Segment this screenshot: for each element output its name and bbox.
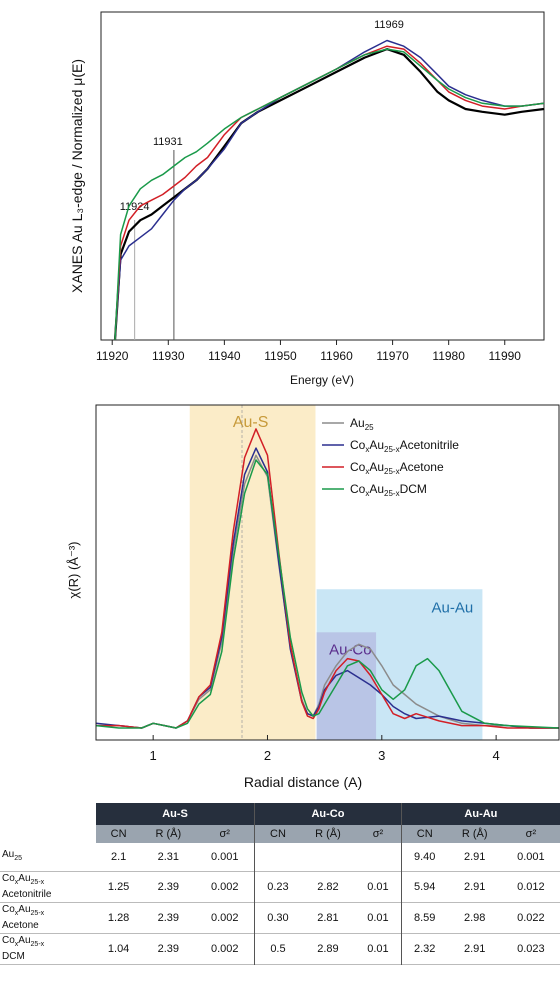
- table-cell: [355, 843, 401, 872]
- row-label: Au25: [2, 849, 23, 862]
- col-header: R (Å): [141, 825, 196, 843]
- group-header-au-au: Au-Au: [400, 803, 560, 825]
- exafs-y-axis-label: χ(R) (Å⁻³): [66, 541, 81, 598]
- exafs-x-ticks: 1 2 3 4: [150, 735, 500, 763]
- table-cell: 2.39: [157, 912, 180, 924]
- table-cell: 0.002: [210, 943, 239, 955]
- xanes-plot-frame: [100, 11, 545, 341]
- table-cell: 0.022: [517, 912, 545, 924]
- xanes-x-axis-label: Energy (eV): [290, 373, 354, 387]
- x-tick-label: 1: [150, 748, 157, 763]
- table-cell: 5.94: [400, 871, 448, 903]
- x-tick-label: 11920: [96, 349, 129, 363]
- row-label: CoxAu25-x Acetone: [2, 904, 45, 931]
- table-cell: 8.59: [400, 902, 448, 934]
- table-cell: 0.023: [517, 943, 545, 955]
- table-cell: 2.89: [317, 943, 339, 955]
- table-cell: 2.39: [157, 881, 180, 893]
- xanes-x-ticks: 11920 11930 11940 11950 11960 11970 11980 11990: [96, 340, 521, 363]
- table-cell: 2.82: [317, 881, 339, 893]
- col-header: R (Å): [300, 825, 356, 843]
- xanes-series-line: [113, 47, 545, 341]
- col-header: R (Å): [447, 825, 502, 843]
- table-cell: 0.012: [517, 881, 545, 893]
- table-cell: 0.23: [254, 871, 301, 903]
- col-header: CN: [254, 825, 301, 843]
- col-header: CN: [96, 825, 142, 843]
- legend-entry: CoxAu25-xDCM: [350, 482, 427, 498]
- x-tick-label: 11960: [320, 349, 353, 363]
- col-header: σ²: [355, 825, 402, 843]
- table-row: CoxAu25-x Acetonitrile 1.25 2.39 0.002 0.23 2.…: [0, 871, 560, 903]
- table-cell: [254, 843, 301, 872]
- exafs-x-axis-label: Radial distance (A): [244, 774, 362, 790]
- exafs-series-line: [95, 459, 560, 729]
- x-tick-label: 4: [493, 748, 500, 763]
- annotation-label: 11969: [374, 19, 404, 31]
- table-cell: 9.40: [400, 843, 448, 872]
- x-tick-label: 11930: [152, 349, 185, 363]
- row-label: CoxAu25-x DCM: [2, 935, 45, 962]
- table-cell: 2.81: [317, 912, 339, 924]
- table-cell: 0.002: [210, 912, 239, 924]
- table-cell: 0.01: [367, 912, 389, 924]
- exafs-plot-frame: [95, 404, 560, 741]
- x-tick-label: 11950: [264, 349, 297, 363]
- exafs-series-line: [96, 428, 559, 729]
- col-header: σ²: [501, 825, 560, 843]
- fit-results-table: Au-S Au-Co Au-Au CN R (Å) σ² CN R (Å) σ²…: [0, 803, 560, 989]
- table-row: Au25 2.1 2.31 0.001 9.40 2.91 0.001: [0, 843, 560, 872]
- col-header: σ²: [195, 825, 255, 843]
- legend-entry: Au25: [350, 416, 374, 432]
- xanes-series-line: [114, 39, 545, 341]
- col-header: CN: [400, 825, 448, 843]
- region-label: Au-S: [233, 414, 269, 431]
- x-tick-label: 11970: [376, 349, 409, 363]
- group-header-au-s: Au-S: [96, 803, 255, 825]
- xanes-y-axis-label: XANES Au L₃-edge / Normalized μ(E): [69, 59, 85, 293]
- table-cell: 2.91: [463, 943, 486, 955]
- row-label: CoxAu25-x Acetonitrile: [2, 873, 52, 900]
- x-tick-label: 11990: [489, 349, 522, 363]
- table-row: CoxAu25-x Acetone 1.28 2.39 0.002 0.30 2.81 0.0…: [0, 902, 560, 934]
- legend-entry: CoxAu25-xAcetone: [350, 460, 444, 476]
- xanes-series-line: [114, 48, 545, 341]
- table-cell: 2.32: [400, 933, 448, 965]
- table-row: CoxAu25-x DCM 1.04 2.39 0.002 0.5 2.89 0.01 2.32…: [0, 933, 560, 965]
- xanes-series: [113, 39, 545, 341]
- table-cell: 2.91: [463, 881, 486, 893]
- group-header-au-co: Au-Co: [254, 803, 402, 825]
- table-cell: 0.002: [210, 881, 239, 893]
- table-cell: 0.5: [254, 933, 301, 965]
- x-tick-label: 2: [264, 748, 271, 763]
- x-tick-label: 11940: [208, 349, 241, 363]
- table-cell: 2.1: [110, 851, 127, 863]
- table-cell: 2.31: [157, 851, 180, 863]
- x-tick-label: 3: [378, 748, 385, 763]
- x-tick-label: 11980: [432, 349, 465, 363]
- table-cell: 2.91: [463, 851, 486, 863]
- table-cell: 2.98: [463, 912, 486, 924]
- table-cell: 1.25: [107, 881, 130, 893]
- table-cell: 0.01: [367, 943, 389, 955]
- table-cell: 0.30: [254, 902, 301, 934]
- table-cell: 1.04: [107, 943, 130, 955]
- table-cell: 2.39: [157, 943, 180, 955]
- table-cell: 0.001: [517, 851, 545, 863]
- region-label: Au-Au: [432, 599, 474, 616]
- exafs-legend: Au25 CoxAu25-xAcetonitrile CoxAu25-xAceton…: [322, 416, 459, 498]
- legend-entry: CoxAu25-xAcetonitrile: [350, 438, 459, 454]
- exafs-series: [95, 428, 560, 729]
- table-cell: 0.01: [367, 881, 389, 893]
- table-cell: [301, 843, 355, 872]
- annotation-label: 11931: [153, 136, 183, 148]
- table-cell: 1.28: [107, 912, 130, 924]
- table-cell: 0.001: [210, 851, 239, 863]
